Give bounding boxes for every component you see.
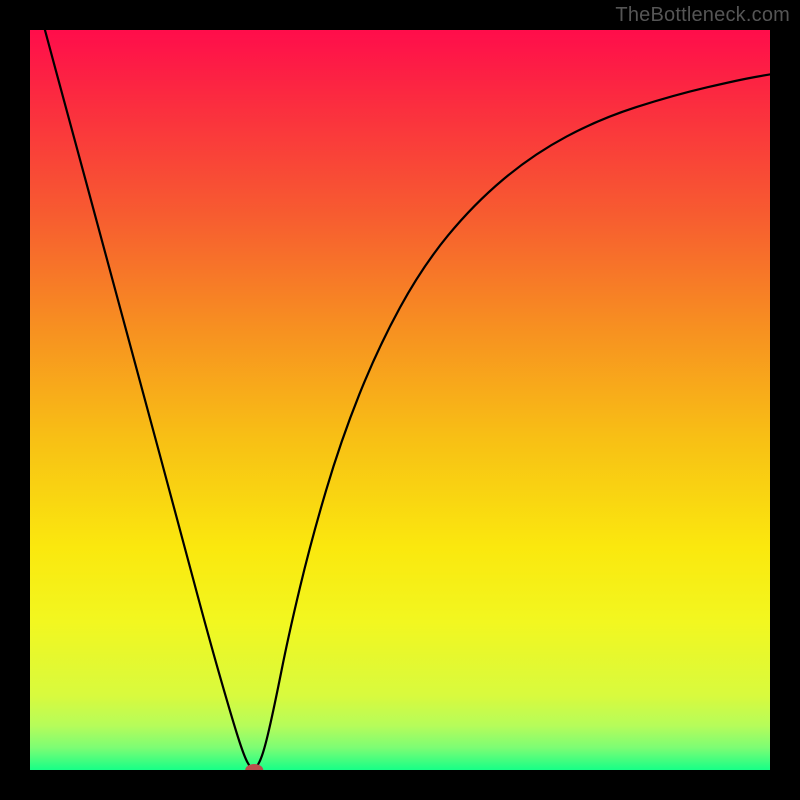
chart-canvas: TheBottleneck.com	[0, 0, 800, 800]
watermark-text: TheBottleneck.com	[615, 4, 790, 27]
bottleneck-chart-svg	[0, 0, 800, 800]
chart-background	[30, 30, 770, 770]
